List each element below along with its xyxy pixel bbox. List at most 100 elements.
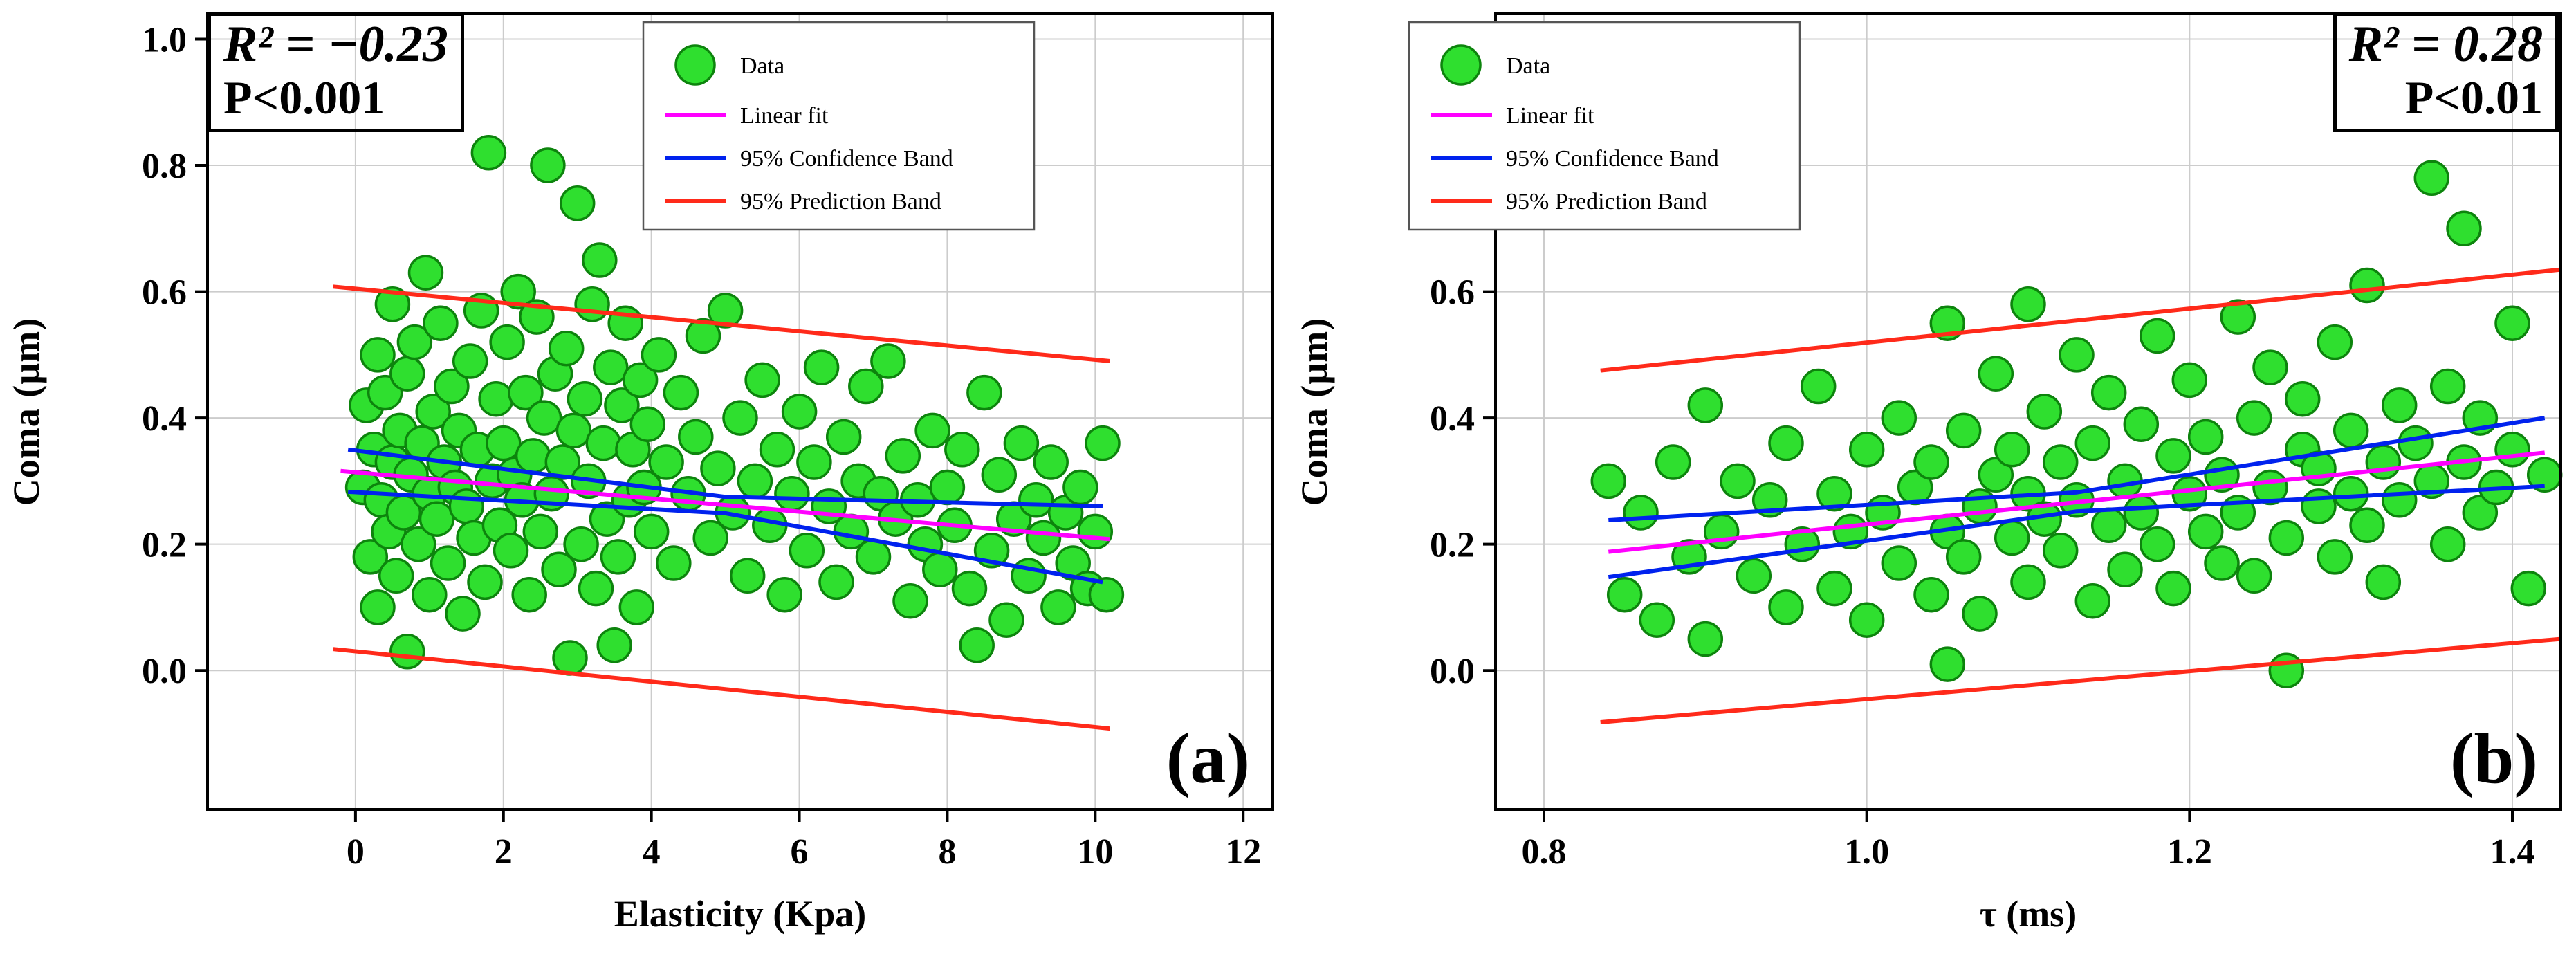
data-point bbox=[988, 602, 1024, 638]
data-point bbox=[2317, 539, 2353, 575]
data-point bbox=[415, 394, 451, 430]
data-point bbox=[2317, 324, 2353, 360]
data-point bbox=[1945, 412, 1982, 449]
data-point bbox=[2381, 482, 2418, 518]
data-point bbox=[1978, 356, 2014, 392]
data-point bbox=[2333, 412, 2369, 449]
x-tick-label: 1.2 bbox=[2167, 832, 2212, 872]
data-point bbox=[2398, 425, 2434, 461]
data-point bbox=[729, 558, 766, 594]
data-point bbox=[500, 273, 536, 310]
legend-label: Linear fit bbox=[1506, 103, 1594, 129]
y-tick-label: 0.2 bbox=[142, 526, 187, 565]
data-point bbox=[593, 349, 629, 385]
data-point bbox=[700, 450, 736, 486]
data-point bbox=[552, 640, 588, 676]
x-tick-label: 0.8 bbox=[1522, 832, 1567, 872]
data-point bbox=[574, 286, 610, 322]
data-point bbox=[452, 343, 488, 379]
data-point bbox=[1768, 425, 1804, 461]
data-point bbox=[1768, 589, 1804, 625]
data-point bbox=[855, 539, 892, 575]
y-axis-label-a: Coma (µm) bbox=[6, 317, 47, 506]
legend-label: Data bbox=[740, 53, 784, 79]
data-point bbox=[922, 551, 958, 587]
data-point bbox=[663, 374, 699, 411]
confidence-band-upper-line bbox=[1608, 416, 2546, 522]
data-point bbox=[825, 419, 862, 455]
data-point bbox=[781, 394, 818, 430]
data-point bbox=[1040, 589, 1076, 625]
data-point bbox=[2155, 570, 2191, 607]
plot-frame bbox=[206, 12, 1274, 811]
y-axis-label-b: Coma (µm) bbox=[1294, 317, 1335, 506]
data-point bbox=[559, 185, 596, 221]
data-point bbox=[629, 406, 666, 443]
data-point bbox=[445, 596, 481, 632]
data-point bbox=[2236, 558, 2272, 594]
prediction-band-lower-line bbox=[333, 647, 1111, 731]
data-point bbox=[744, 362, 780, 398]
data-point bbox=[2284, 380, 2321, 417]
panel-b-plot: 0.81.01.21.40.00.20.40.60.81.0DataLinear… bbox=[1408, 12, 2563, 872]
data-point bbox=[378, 558, 414, 594]
legend-label: 95% Confidence Band bbox=[1506, 146, 1719, 172]
data-point bbox=[796, 444, 832, 480]
data-point bbox=[522, 513, 559, 550]
confidence-band-lower-line bbox=[348, 489, 1103, 585]
data-point bbox=[1848, 432, 1885, 468]
data-point bbox=[1962, 488, 1998, 524]
data-point bbox=[2123, 495, 2160, 531]
data-point bbox=[2074, 425, 2111, 461]
data-point bbox=[2494, 432, 2530, 468]
data-point bbox=[2252, 349, 2288, 385]
data-point bbox=[707, 293, 744, 329]
data-point bbox=[604, 387, 640, 423]
panel-b: 0.81.01.21.40.00.20.40.60.81.0DataLinear… bbox=[1288, 0, 2576, 954]
data-point bbox=[2349, 507, 2385, 544]
data-point bbox=[360, 589, 396, 625]
data-point bbox=[692, 520, 728, 556]
data-point bbox=[633, 513, 670, 550]
data-point bbox=[2010, 564, 2046, 600]
data-point bbox=[2301, 488, 2337, 524]
data-point bbox=[2381, 387, 2418, 423]
panel-a: 0 2 4 6 8 10 12 0.0 0.2 0.4 0.6 0.8 1.0 Data Linear fi… bbox=[6, 12, 1274, 935]
data-point bbox=[848, 368, 884, 405]
data-point bbox=[2365, 444, 2402, 480]
data-point bbox=[423, 305, 459, 341]
data-point bbox=[1929, 646, 1966, 682]
data-point bbox=[1011, 558, 1047, 594]
stats-annotation-b: R² = 0.28 P<0.01 bbox=[2333, 12, 2559, 133]
data-point bbox=[789, 533, 825, 569]
data-point bbox=[1881, 400, 1917, 436]
data-point bbox=[1623, 495, 1659, 531]
data-point bbox=[1003, 425, 1040, 461]
data-point bbox=[981, 457, 1018, 493]
data-point bbox=[959, 627, 995, 663]
x-tick-label: 8 bbox=[938, 832, 956, 872]
data-point bbox=[541, 551, 577, 587]
data-point bbox=[448, 488, 485, 524]
data-point bbox=[2236, 400, 2272, 436]
data-point bbox=[1994, 520, 2030, 556]
data-point bbox=[1994, 432, 2030, 468]
p-value-text-a: P<0.001 bbox=[223, 71, 385, 124]
data-point bbox=[412, 576, 448, 613]
data-point bbox=[418, 501, 455, 537]
prediction-band-lower-line bbox=[1600, 636, 2561, 724]
data-point bbox=[2059, 337, 2095, 373]
data-point bbox=[389, 634, 425, 670]
data-point bbox=[430, 545, 466, 581]
data-point bbox=[2155, 438, 2191, 474]
data-point bbox=[1913, 444, 1949, 480]
data-point bbox=[944, 432, 980, 468]
data-point bbox=[2042, 444, 2079, 480]
legend-label: 95% Confidence Band bbox=[740, 146, 953, 172]
data-point bbox=[2268, 520, 2305, 556]
data-point bbox=[1033, 444, 1069, 480]
data-point bbox=[2446, 210, 2482, 247]
data-point bbox=[1978, 457, 2014, 493]
data-point bbox=[396, 324, 433, 360]
data-point bbox=[2090, 374, 2127, 411]
